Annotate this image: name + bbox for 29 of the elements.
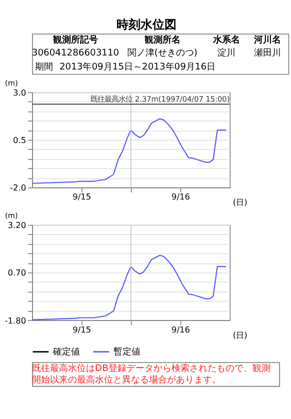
text: 関ノ津(せきのつ) <box>127 48 198 59</box>
text: 観測所名 <box>143 34 180 46</box>
text: 瀬田川 <box>254 48 282 59</box>
chart-title: 時刻水位図 <box>116 18 176 32</box>
legend-label: 確定値 <box>52 346 80 358</box>
ref-line-label: 既往最高水位 2.37m(1997/04/07 15:00) <box>90 94 230 104</box>
y-axis-title: (m) <box>5 78 18 88</box>
text: 2013年09月15日～2013年09月16日 <box>59 62 216 73</box>
text: 既往最高水位はDB登録データから検索されたもので、観測開始以来の最高水位と異なる場合があります。 <box>32 362 270 386</box>
y-tick-label: 0.70 <box>8 268 26 278</box>
y-tick-label: 0.5 <box>13 134 26 145</box>
text: 観測所記号 <box>52 34 98 46</box>
text: 河川名 <box>253 34 282 46</box>
x-tick-label: 9/15 <box>72 192 92 202</box>
y-tick-label: -2.0 <box>10 182 26 193</box>
y-tick-label: -1.80 <box>4 315 26 326</box>
x-axis-title: (日) <box>232 330 248 340</box>
text: 306041286603110 <box>32 48 120 59</box>
text: 淀川 <box>217 48 236 59</box>
y-axis-title: (m) <box>5 211 18 220</box>
x-axis-title: (日) <box>232 197 248 208</box>
text: 期間 <box>34 62 53 73</box>
y-tick-label: 3.0 <box>13 87 26 98</box>
text: 水系名 <box>212 34 240 46</box>
x-tick-label: 9/16 <box>171 192 190 202</box>
legend-label: 暫定値 <box>113 346 140 358</box>
x-tick-label: 9/16 <box>171 324 190 334</box>
x-tick-label: 9/15 <box>72 324 92 334</box>
y-tick-label: 3.20 <box>8 220 26 230</box>
